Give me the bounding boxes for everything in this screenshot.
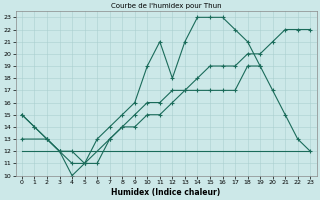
X-axis label: Humidex (Indice chaleur): Humidex (Indice chaleur) <box>111 188 221 197</box>
Title: Courbe de l'humidex pour Thun: Courbe de l'humidex pour Thun <box>111 3 221 9</box>
